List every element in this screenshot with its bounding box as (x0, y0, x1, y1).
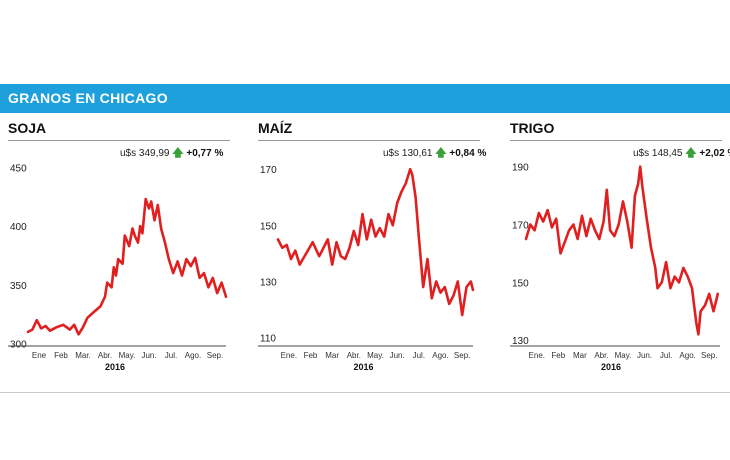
x-tick-label: Feb (304, 351, 318, 360)
x-tick-label: Ago. (432, 351, 448, 360)
x-tick-label: May. (367, 351, 384, 360)
price-readout: u$s 130,61 🡅 +0,84 % (383, 144, 486, 163)
x-tick-label: Jul. (660, 351, 672, 360)
up-arrow-icon: 🡅 (172, 147, 184, 159)
x-axis-label: 2016 (601, 362, 621, 372)
x-tick-label: May. (119, 351, 136, 360)
chart-trigo: 130 150 170 190 Ene. Feb Mar Abr. May. Jun. Jul. Ag… (510, 163, 720, 372)
y-tick-label: 350 (10, 281, 27, 292)
x-tick-label: Jul. (165, 351, 177, 360)
x-tick-label: Jun. (141, 351, 156, 360)
x-tick-label: Mar (573, 351, 587, 360)
price-value: u$s 130,61 (383, 148, 433, 159)
y-tick-label: 150 (512, 278, 529, 289)
chart-maiz: 110 130 150 170 Ene. Feb Mar Abr. May. Jun. Jul. Ag… (258, 165, 475, 372)
price-change: +0,84 % (449, 148, 487, 159)
y-tick-label: 170 (512, 221, 529, 232)
y-tick-label: 170 (260, 165, 277, 176)
y-tick-label: 190 (512, 163, 529, 174)
panel-soja: SOJA u$s 349,99 🡅 +0,77 % 300 350 400 450 En… (8, 113, 230, 383)
series-line (276, 167, 475, 317)
title-divider (510, 140, 722, 141)
x-tick-label: Ene. (281, 351, 297, 360)
x-tick-label: Mar. (75, 351, 91, 360)
x-tick-label: Ene (32, 351, 47, 360)
page-title: GRANOS EN CHICAGO (8, 90, 168, 106)
price-value: u$s 148,45 (633, 148, 683, 159)
y-tick-label: 300 (10, 340, 27, 351)
y-tick-label: 130 (260, 277, 277, 288)
x-tick-label: Sep. (207, 351, 223, 360)
x-tick-label: Abr. (98, 351, 112, 360)
x-tick-label: Jun. (390, 351, 405, 360)
y-tick-label: 450 (10, 163, 27, 174)
x-tick-label: Feb (551, 351, 565, 360)
up-arrow-icon: 🡅 (435, 147, 447, 159)
chart-soja: 300 350 400 450 Ene Feb Mar. Abr. May. Jun. Jul. Ag… (8, 163, 228, 372)
x-tick-label: Mar (325, 351, 339, 360)
x-axis-label: 2016 (105, 362, 125, 372)
y-tick-label: 150 (260, 221, 277, 232)
x-tick-label: Ene. (529, 351, 545, 360)
series-line (524, 165, 720, 336)
panel-trigo: TRIGO u$s 148,45 🡅 +2,02 % 130 150 170 190 E… (510, 113, 730, 383)
y-tick-label: 400 (10, 222, 27, 233)
x-tick-label: May. (615, 351, 632, 360)
x-tick-label: Sep. (701, 351, 717, 360)
x-tick-label: Ago. (185, 351, 201, 360)
panel-title: TRIGO (510, 120, 555, 136)
y-tick-label: 130 (512, 336, 529, 347)
footer-divider (0, 392, 730, 393)
x-tick-label: Ago. (679, 351, 695, 360)
price-readout: u$s 349,99 🡅 +0,77 % (120, 144, 223, 163)
series-line (26, 197, 228, 336)
title-divider (8, 140, 230, 141)
title-divider (258, 140, 480, 141)
x-tick-label: Jun. (637, 351, 652, 360)
price-change: +2,02 % (699, 148, 730, 159)
price-change: +0,77 % (186, 148, 224, 159)
price-readout: u$s 148,45 🡅 +2,02 % (633, 144, 730, 163)
x-tick-label: Abr. (347, 351, 361, 360)
x-tick-label: Abr. (594, 351, 608, 360)
y-tick-label: 110 (260, 334, 276, 345)
price-value: u$s 349,99 (120, 148, 170, 159)
x-tick-label: Sep. (454, 351, 470, 360)
x-axis-label: 2016 (353, 362, 373, 372)
panel-title: SOJA (8, 120, 47, 136)
panel-maiz: MAÍZ u$s 130,61 🡅 +0,84 % 110 130 150 170 En… (258, 113, 486, 383)
header-banner: GRANOS EN CHICAGO (0, 84, 730, 113)
x-tick-label: Jul. (413, 351, 425, 360)
panel-title: MAÍZ (258, 120, 293, 136)
x-tick-label: Feb (54, 351, 68, 360)
up-arrow-icon: 🡅 (685, 147, 697, 159)
